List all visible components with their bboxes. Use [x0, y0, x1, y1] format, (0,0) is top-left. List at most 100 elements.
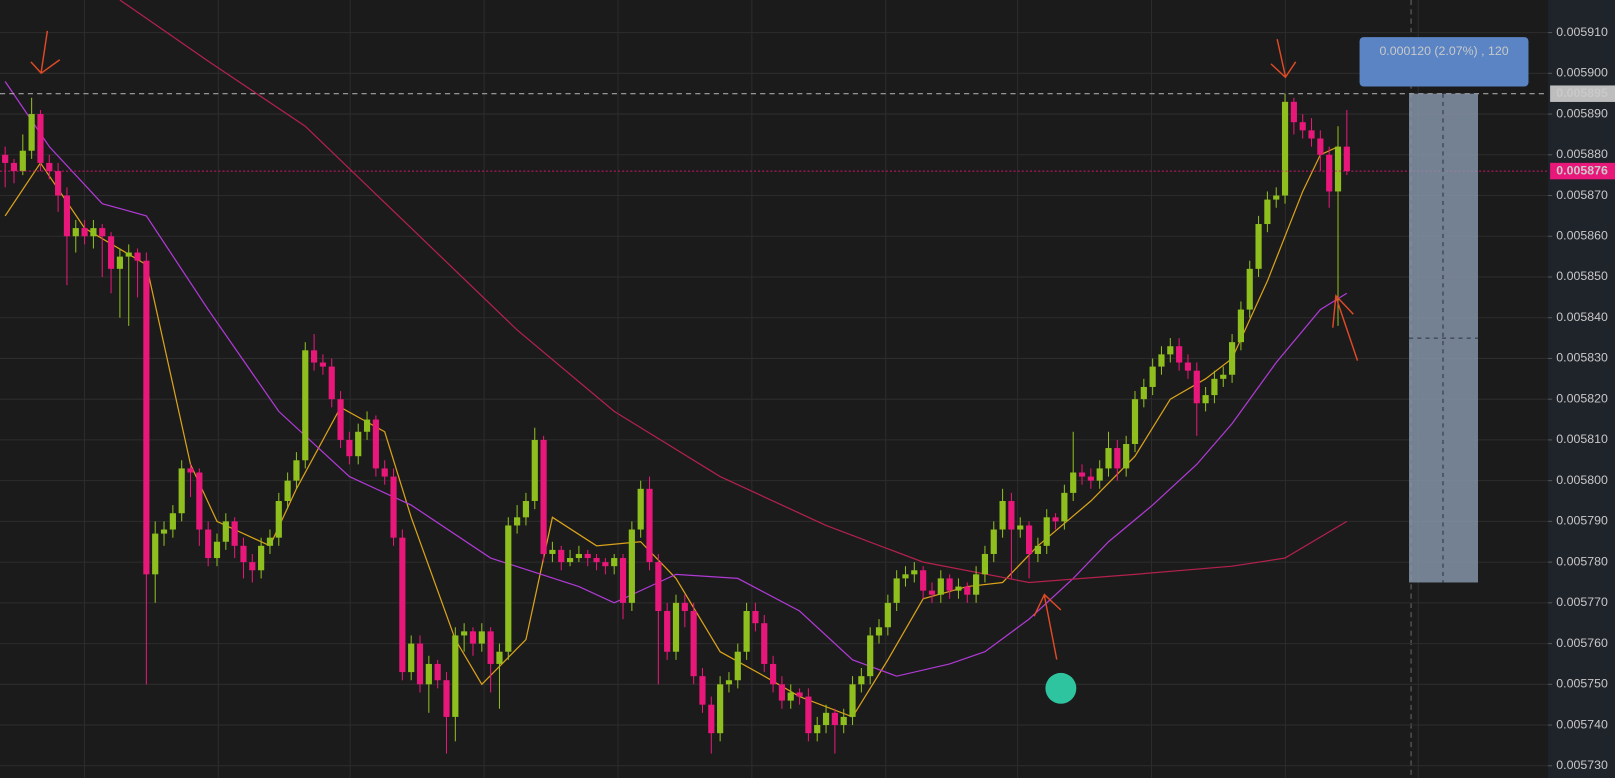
- candle-body: [999, 501, 1006, 530]
- candle-body: [311, 350, 318, 363]
- candle-body: [346, 439, 353, 457]
- candle-body: [796, 692, 803, 697]
- candle-body: [990, 529, 997, 554]
- candle-body: [1105, 448, 1112, 469]
- candle-body: [63, 195, 71, 237]
- candle-body: [1025, 525, 1033, 554]
- candle-body: [1220, 374, 1227, 379]
- candle-body: [672, 602, 680, 652]
- candle-body: [381, 468, 388, 477]
- candle-body: [1158, 354, 1165, 367]
- candle-body: [81, 228, 88, 237]
- candle-body: [761, 623, 768, 664]
- candle-body: [1273, 195, 1280, 200]
- candle-body: [152, 533, 159, 575]
- candle-body: [787, 692, 794, 701]
- y-tick-label: 0.005810: [1556, 432, 1608, 446]
- candle-body: [531, 439, 538, 502]
- price-label: 0.005876: [1556, 163, 1608, 177]
- y-tick-label: 0.005740: [1556, 717, 1608, 731]
- candle-body: [487, 631, 494, 664]
- candle-body: [1184, 362, 1192, 371]
- candle-body: [540, 439, 547, 554]
- candle-body: [805, 696, 812, 734]
- candle-body: [1308, 130, 1315, 139]
- candle-body: [416, 643, 424, 685]
- candle-body: [372, 419, 379, 469]
- y-tick-label: 0.005790: [1556, 514, 1608, 528]
- candle-body: [505, 525, 512, 652]
- candle-body: [1131, 399, 1139, 444]
- candle-body: [99, 228, 106, 237]
- candle-body: [2, 154, 9, 163]
- candle-body: [461, 631, 468, 636]
- candle-body: [822, 712, 830, 726]
- candle-body: [125, 252, 132, 257]
- price-label-box: [1550, 85, 1615, 102]
- candle-body: [681, 602, 688, 611]
- y-tick-label: 0.005910: [1556, 25, 1608, 39]
- candle-body: [275, 501, 282, 538]
- candle-body: [240, 545, 247, 563]
- candle-body: [981, 553, 989, 575]
- arrow-annotation: [1033, 593, 1062, 660]
- candle-body: [752, 610, 759, 624]
- measure-tool: 0.000120 (2.07%) , 120: [1359, 37, 1529, 583]
- candle-body: [222, 521, 229, 542]
- candle-body: [1096, 468, 1103, 481]
- candle-body: [1228, 342, 1236, 375]
- candle-body: [1299, 122, 1306, 131]
- candle-body: [1281, 101, 1289, 196]
- candle-body: [390, 476, 397, 538]
- candle-body: [116, 256, 123, 269]
- y-tick-label: 0.005730: [1556, 758, 1608, 772]
- candle-body: [1255, 224, 1262, 269]
- candle-body: [840, 716, 847, 726]
- candle-body: [946, 578, 953, 591]
- candle-body: [469, 631, 477, 644]
- candle-body: [231, 521, 238, 546]
- marker-dot: [1045, 672, 1077, 704]
- candle-body: [425, 663, 432, 685]
- y-tick-label: 0.005770: [1556, 595, 1608, 609]
- price-lines: [0, 93, 1549, 172]
- candle-body: [284, 480, 291, 502]
- candle-body: [452, 635, 459, 717]
- candle-body: [178, 468, 185, 514]
- candle-body: [558, 549, 565, 563]
- candle-body: [337, 399, 344, 440]
- candle-body: [1343, 146, 1350, 172]
- candle-body: [443, 680, 450, 717]
- candle-body: [778, 684, 786, 701]
- arrow-annotation: [1270, 39, 1297, 79]
- candle-body: [575, 553, 582, 559]
- candle-body: [1043, 517, 1050, 546]
- arrow-annotation: [1332, 294, 1359, 361]
- candle-body: [1264, 199, 1271, 225]
- candle-body: [478, 631, 485, 644]
- candle-body: [955, 586, 962, 591]
- measure-tooltip: [1359, 37, 1529, 87]
- candle-body: [867, 635, 874, 677]
- candle-body: [319, 362, 327, 367]
- candle-body: [107, 236, 115, 269]
- candle-body: [717, 684, 724, 734]
- candle-body: [1246, 268, 1253, 310]
- candle-body: [205, 529, 212, 559]
- candle-body: [814, 725, 821, 734]
- candle-body: [628, 529, 635, 603]
- candle-body: [399, 537, 406, 673]
- candle-body: [160, 529, 168, 534]
- candle-body: [19, 150, 26, 172]
- candle-body: [884, 602, 891, 628]
- candle-body: [1123, 443, 1130, 469]
- candle-body: [434, 663, 441, 681]
- candle-body: [1176, 346, 1183, 363]
- candle-body: [619, 558, 627, 603]
- candle-body: [10, 162, 18, 172]
- candle-body: [1149, 366, 1156, 387]
- candle-body: [1140, 386, 1147, 400]
- candle-body: [699, 676, 706, 705]
- candle-body: [143, 260, 150, 575]
